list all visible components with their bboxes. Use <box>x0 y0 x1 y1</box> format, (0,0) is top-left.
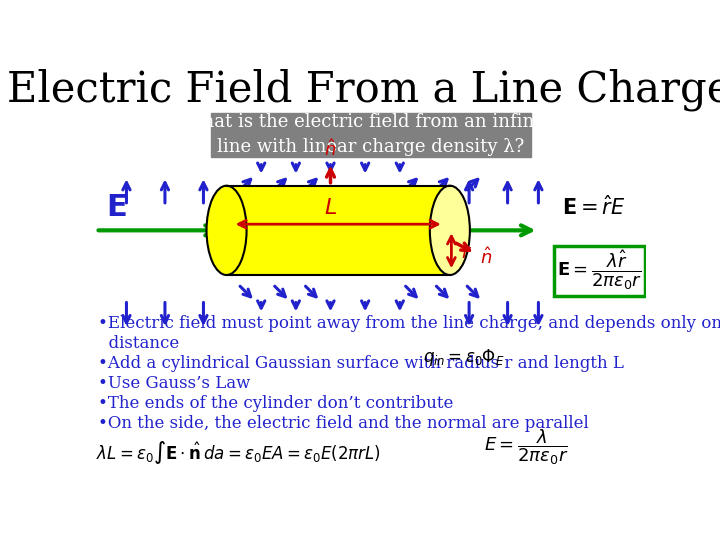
Text: What is the electric field from an infinite
line with linear charge density λ?: What is the electric field from an infin… <box>184 113 557 157</box>
Ellipse shape <box>430 186 470 275</box>
Bar <box>211 112 531 157</box>
Text: $\lambda L = \varepsilon_0 \int \mathbf{E} \cdot \hat{\mathbf{n}}\,da = \varepsi: $\lambda L = \varepsilon_0 \int \mathbf{… <box>96 438 381 465</box>
Text: •On the side, the electric field and the normal are parallel: •On the side, the electric field and the… <box>98 415 589 432</box>
Text: $q_{in} = \varepsilon_0 \Phi_E$: $q_{in} = \varepsilon_0 \Phi_E$ <box>423 347 505 368</box>
Ellipse shape <box>207 186 246 275</box>
Text: Electric Field From a Line Charge: Electric Field From a Line Charge <box>6 69 720 111</box>
Text: •Electric field must point away from the line charge, and depends only on: •Electric field must point away from the… <box>98 315 720 332</box>
Text: $E = \dfrac{\lambda}{2\pi\varepsilon_0 r}$: $E = \dfrac{\lambda}{2\pi\varepsilon_0 r… <box>485 428 569 467</box>
Bar <box>554 246 644 296</box>
Bar <box>227 186 450 275</box>
Text: $\mathbf{E}$: $\mathbf{E}$ <box>106 193 126 222</box>
Text: $\mathbf{E} = \dfrac{\lambda\hat{r}}{2\pi\varepsilon_0 r}$: $\mathbf{E} = \dfrac{\lambda\hat{r}}{2\p… <box>557 249 642 293</box>
Text: $L$: $L$ <box>324 198 337 218</box>
Text: $\mathbf{E} = \hat{r}E$: $\mathbf{E} = \hat{r}E$ <box>562 195 625 219</box>
Text: $\hat{n}$: $\hat{n}$ <box>325 139 336 159</box>
Text: •Add a cylindrical Gaussian surface with radius r and length L: •Add a cylindrical Gaussian surface with… <box>98 355 624 372</box>
Text: •The ends of the cylinder don’t contribute: •The ends of the cylinder don’t contribu… <box>98 395 454 412</box>
Text: $r$: $r$ <box>461 243 472 262</box>
Text: $\hat{n}$: $\hat{n}$ <box>480 247 492 268</box>
Text: distance: distance <box>98 335 179 352</box>
Text: •Use Gauss’s Law: •Use Gauss’s Law <box>98 375 251 392</box>
